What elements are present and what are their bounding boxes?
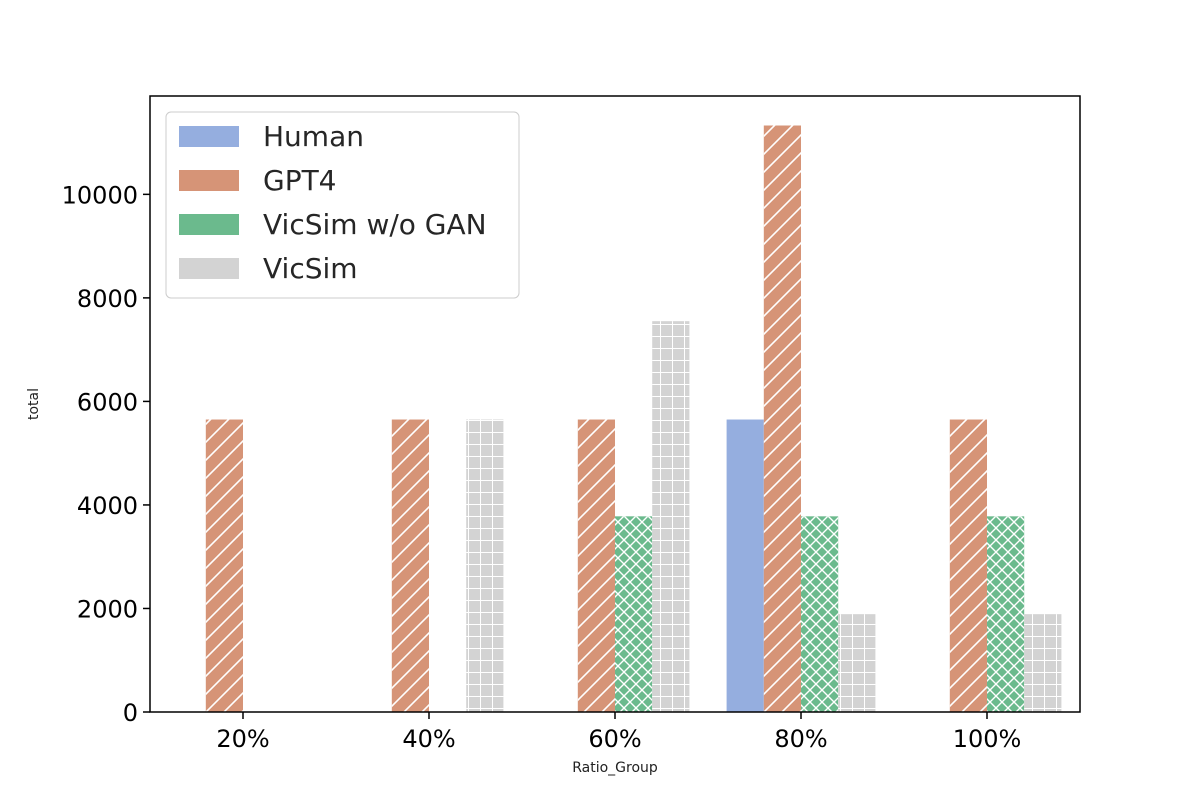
legend-box xyxy=(165,111,520,299)
bar-vicsim-60-hatch xyxy=(652,321,690,712)
bar-gpt4-40-hatch xyxy=(391,419,429,712)
bar-vicsim-100-hatch xyxy=(1024,614,1062,712)
legend-label-gpt4: GPT4 xyxy=(263,164,337,197)
x-tick-label: 80% xyxy=(774,725,827,753)
y-tick-label: 4000 xyxy=(77,492,138,520)
x-tick-label: 60% xyxy=(588,725,641,753)
bar-vicsim-80-hatch xyxy=(838,614,876,712)
x-tick-label: 20% xyxy=(216,725,269,753)
y-axis: 0 2000 4000 6000 8000 10000 xyxy=(62,181,150,727)
x-axis-title: Ratio_Group xyxy=(572,760,658,776)
bar-gpt4-100-hatch xyxy=(949,419,987,712)
bar-gpt4-20-hatch xyxy=(205,419,243,712)
legend-swatch-human xyxy=(179,126,239,147)
y-axis-title: total xyxy=(26,388,42,420)
bar-vicsim-40-hatch xyxy=(466,419,504,712)
y-tick-label: 0 xyxy=(123,699,138,727)
bar-vicsim-w-o-gan-100-hatch xyxy=(987,516,1025,712)
bar-gpt4-80-hatch xyxy=(763,125,801,713)
legend-swatch-vicsim xyxy=(179,258,239,279)
x-tick-label: 100% xyxy=(953,725,1022,753)
x-tick-label: 40% xyxy=(402,725,455,753)
legend: Human GPT4 VicSim w/o GAN VicSim xyxy=(165,111,520,299)
y-tick-label: 8000 xyxy=(77,285,138,313)
y-tick-label: 10000 xyxy=(62,181,138,209)
legend-label-human: Human xyxy=(263,120,364,153)
legend-swatch-gpt4 xyxy=(179,170,239,191)
bar-vicsim-w-o-gan-80-hatch xyxy=(801,516,839,712)
bar-human-80 xyxy=(726,419,764,712)
legend-swatch-vicsim-w-o-gan xyxy=(179,214,239,235)
x-axis: 20% 40% 60% 80% 100% xyxy=(216,712,1021,753)
bars-layer xyxy=(205,125,1062,713)
bar-gpt4-60-hatch xyxy=(577,419,615,712)
bar-vicsim-w-o-gan-60-hatch xyxy=(615,516,653,712)
legend-label-vicsim-w-o-gan: VicSim w/o GAN xyxy=(263,208,487,241)
y-tick-label: 2000 xyxy=(77,595,138,623)
y-tick-label: 6000 xyxy=(77,388,138,416)
legend-label-vicsim: VicSim xyxy=(263,252,358,285)
